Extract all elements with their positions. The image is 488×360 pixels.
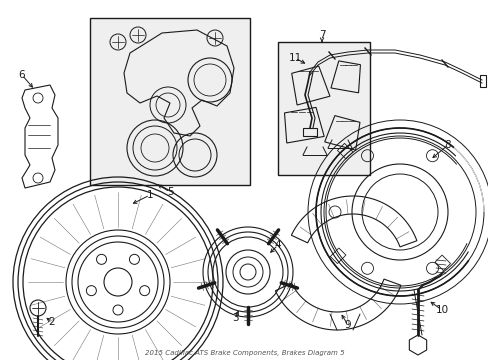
Text: 1: 1 bbox=[146, 190, 153, 200]
Bar bbox=[479, 75, 485, 87]
Text: 3: 3 bbox=[231, 313, 238, 323]
Text: 2015 Cadillac ATS Brake Components, Brakes Diagram 5: 2015 Cadillac ATS Brake Components, Brak… bbox=[144, 350, 344, 356]
Text: 7: 7 bbox=[318, 30, 325, 40]
Text: 11: 11 bbox=[288, 53, 301, 63]
Bar bbox=[434, 255, 449, 271]
Text: 5: 5 bbox=[166, 187, 173, 197]
Bar bbox=[303, 128, 316, 136]
Bar bbox=[90, 18, 249, 185]
Text: 8: 8 bbox=[444, 140, 450, 150]
Text: 2: 2 bbox=[49, 317, 55, 327]
Text: 6: 6 bbox=[19, 70, 25, 80]
Text: 10: 10 bbox=[434, 305, 447, 315]
Bar bbox=[278, 42, 369, 175]
Bar bbox=[337, 143, 352, 159]
Bar bbox=[330, 248, 345, 264]
Text: 9: 9 bbox=[344, 320, 350, 330]
Text: 4: 4 bbox=[274, 240, 281, 250]
